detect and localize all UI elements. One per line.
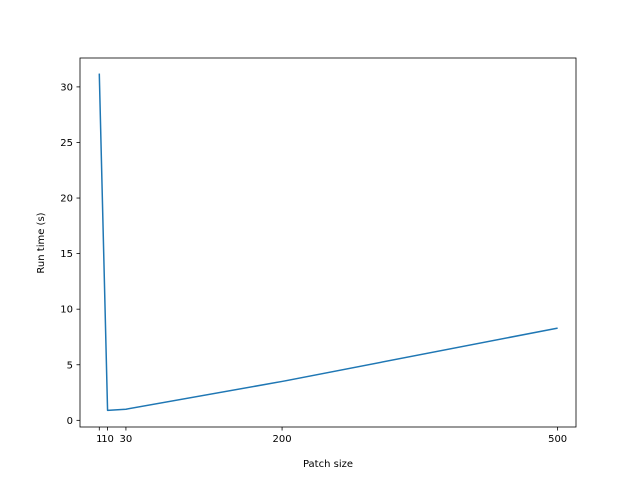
y-tick-label: 15 (60, 249, 73, 260)
series-layer (98, 73, 558, 412)
x-tick-label: 10 (101, 434, 114, 445)
x-axis-ticks: 110 30 200 500 (96, 427, 567, 445)
y-axis-label: Run time (s) (36, 212, 47, 273)
series-line-0 (98, 73, 558, 412)
y-tick-label: 0 (67, 416, 73, 427)
plot-frame (79, 57, 577, 428)
x-tick-label: 30 (120, 434, 133, 445)
x-tick-label: 200 (273, 434, 292, 445)
y-tick-label: 10 (60, 305, 73, 316)
x-tick-label: 1 (96, 434, 102, 445)
x-axis-label: Patch size (303, 459, 353, 470)
y-tick-label: 20 (60, 194, 73, 205)
y-tick-label: 30 (60, 82, 73, 93)
y-tick-label: 25 (60, 138, 73, 149)
y-tick-label: 5 (67, 360, 73, 371)
y-axis-ticks: 0 5 10 15 20 25 30 (60, 82, 80, 427)
x-tick-label: 500 (548, 434, 567, 445)
